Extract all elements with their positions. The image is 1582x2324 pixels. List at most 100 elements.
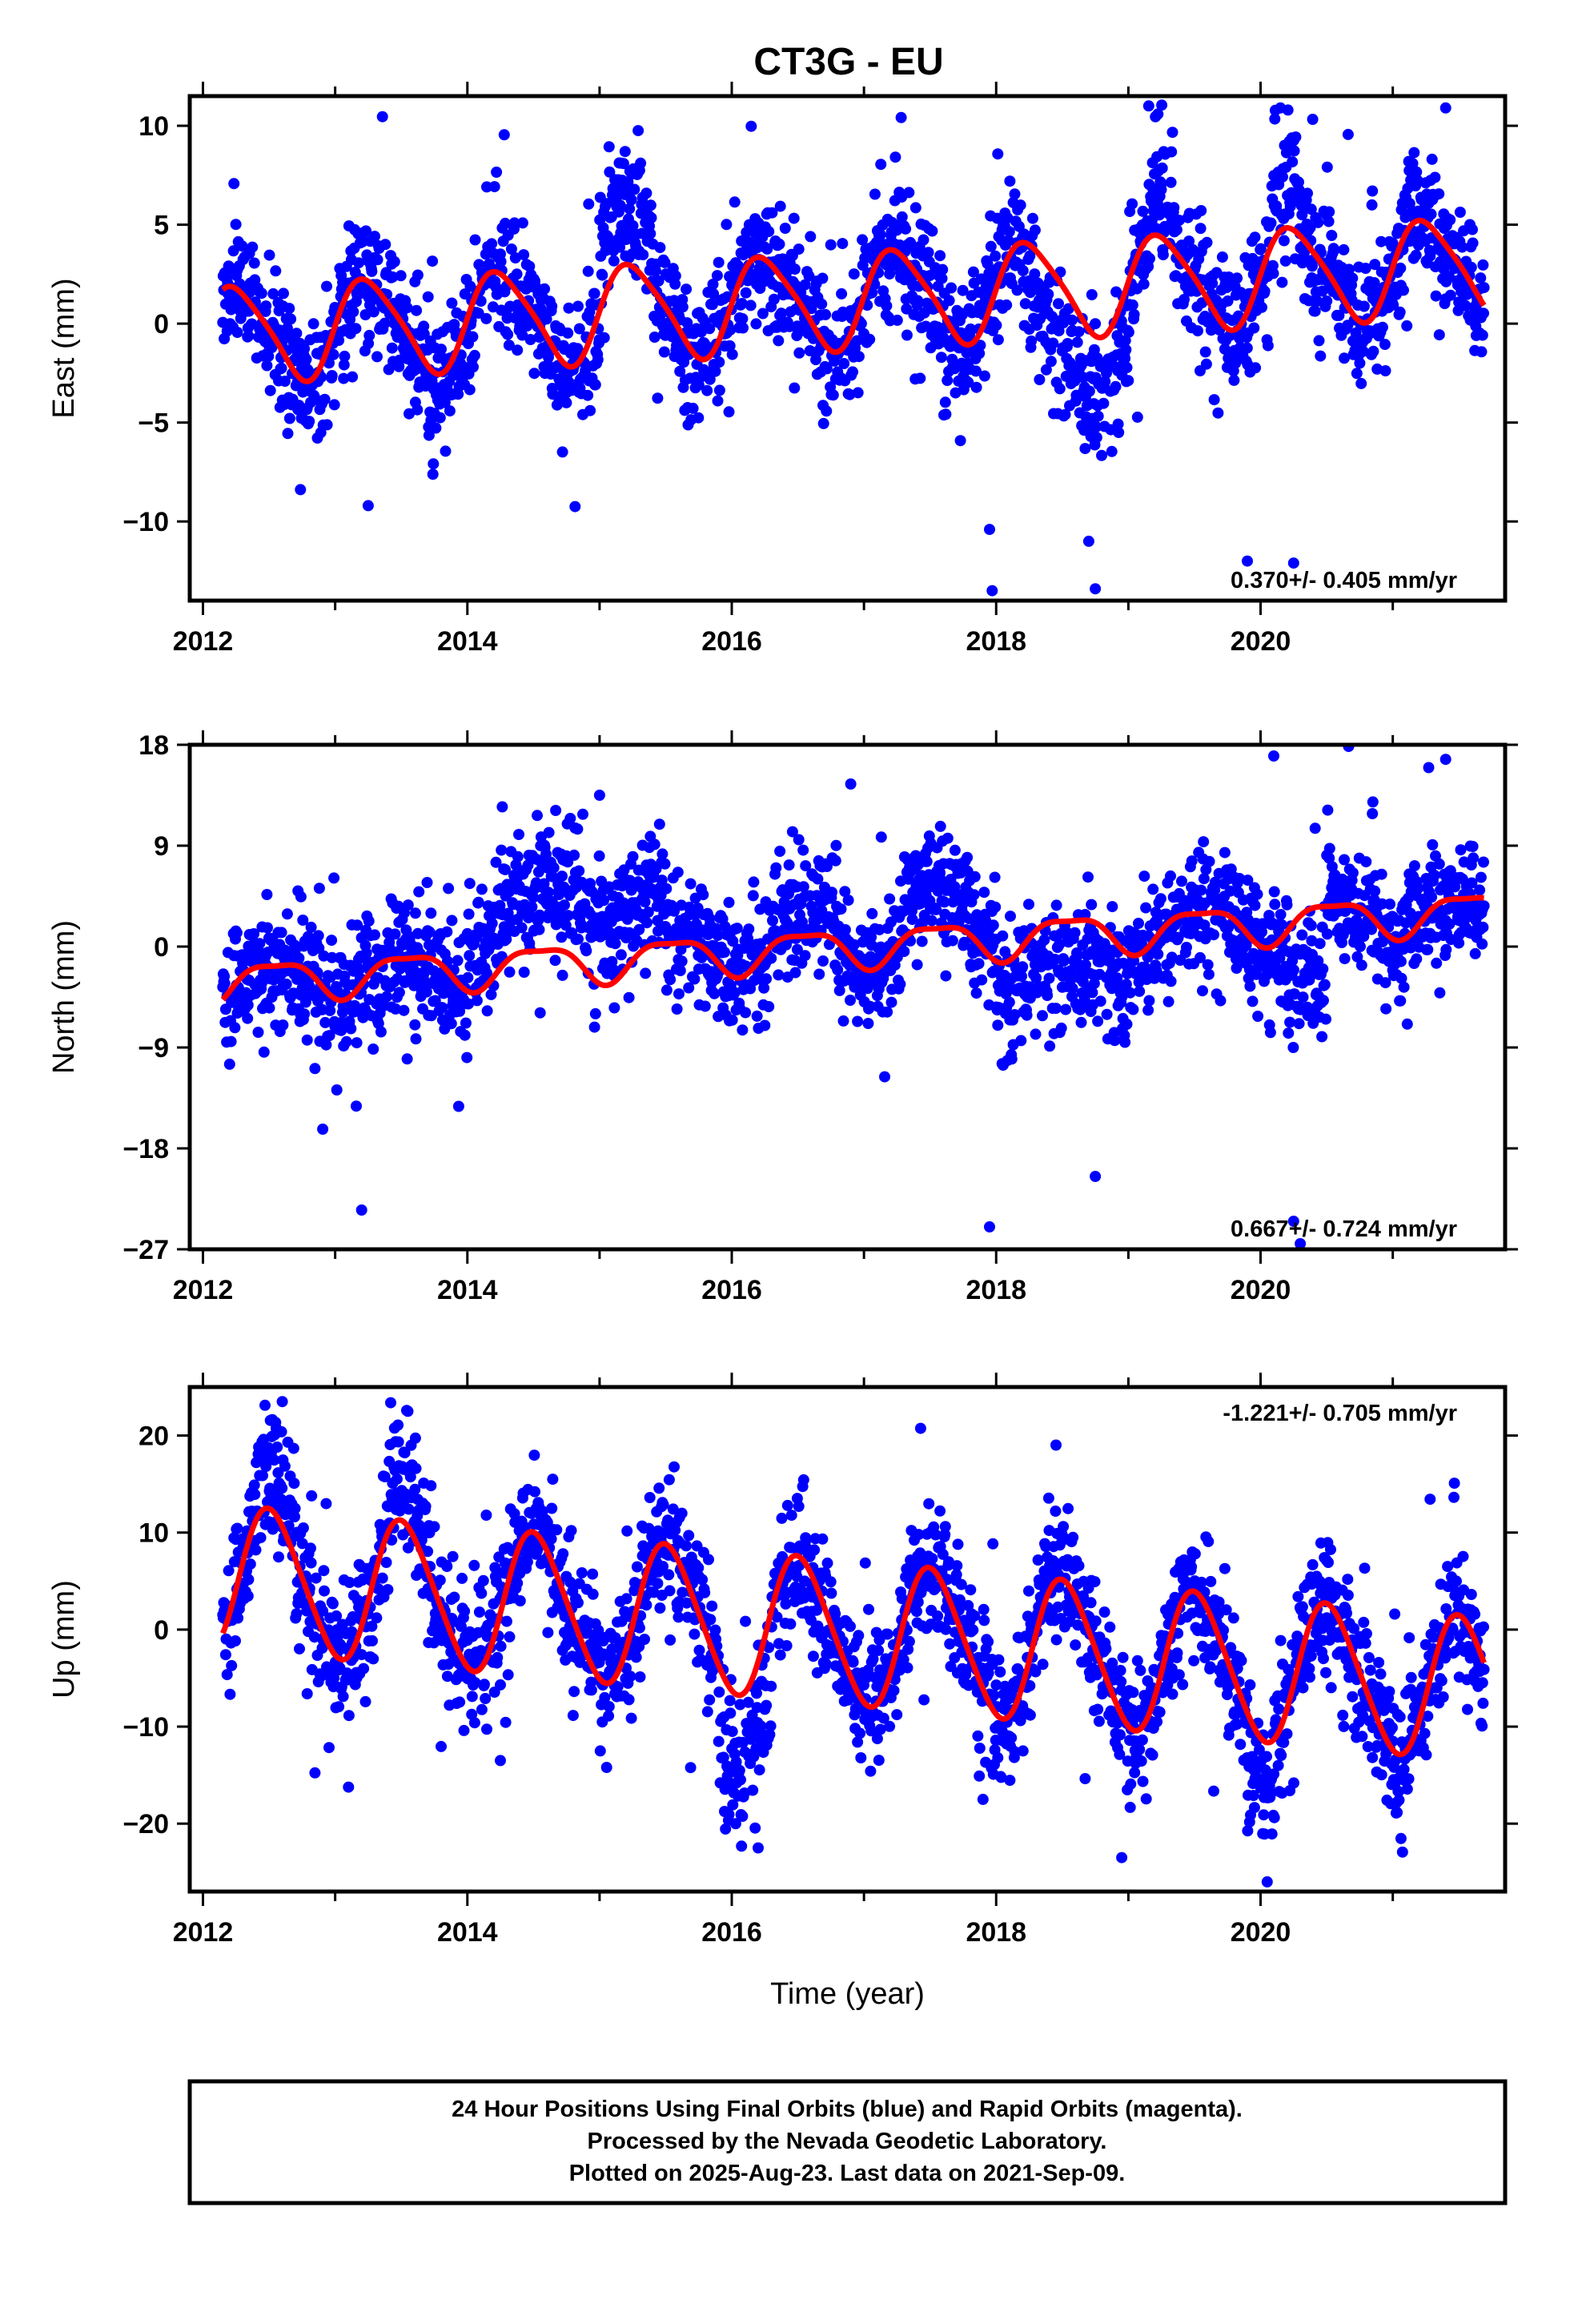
data-point — [1257, 919, 1269, 931]
data-point — [1276, 276, 1288, 288]
data-point — [1288, 145, 1300, 157]
data-point — [401, 1053, 413, 1065]
data-point — [516, 329, 528, 341]
data-point — [1468, 852, 1480, 864]
data-point — [1049, 954, 1061, 965]
data-point — [1314, 938, 1326, 950]
data-point — [627, 219, 639, 231]
data-point — [317, 1605, 329, 1617]
data-point — [976, 974, 988, 986]
data-point — [1198, 873, 1210, 885]
data-point — [969, 870, 981, 883]
data-point — [881, 1006, 893, 1018]
data-point — [773, 335, 785, 347]
data-point — [221, 1669, 233, 1681]
data-point — [1323, 206, 1335, 218]
data-point — [1456, 241, 1468, 253]
data-point — [467, 331, 479, 343]
data-point — [299, 343, 311, 355]
data-point — [1195, 223, 1207, 235]
data-point — [761, 973, 773, 985]
data-point — [345, 1023, 357, 1035]
data-point — [830, 839, 842, 851]
data-point — [1142, 100, 1154, 112]
data-point — [1082, 535, 1094, 547]
data-point — [297, 1522, 309, 1534]
data-point — [1066, 314, 1078, 326]
y-tick-label: −10 — [122, 507, 169, 537]
data-point — [582, 265, 594, 277]
data-point — [1249, 231, 1261, 243]
data-point — [1001, 299, 1013, 311]
data-point — [1109, 1035, 1121, 1047]
data-point — [837, 238, 849, 250]
data-point — [543, 826, 555, 838]
data-point — [439, 396, 451, 408]
data-point — [1021, 1009, 1033, 1021]
data-point — [446, 297, 458, 309]
data-point — [1173, 215, 1185, 227]
data-point — [967, 266, 979, 278]
data-point — [1387, 237, 1399, 249]
data-point — [339, 350, 351, 362]
data-point — [736, 298, 748, 309]
data-point — [1367, 345, 1379, 357]
data-point — [1425, 208, 1437, 220]
data-point — [262, 922, 273, 934]
data-point — [327, 1598, 339, 1610]
data-point — [331, 1084, 343, 1096]
data-point — [903, 187, 915, 199]
data-point — [309, 1063, 321, 1075]
data-point — [817, 272, 829, 284]
data-point — [511, 268, 523, 280]
data-point — [556, 870, 568, 883]
data-point — [534, 1007, 546, 1019]
data-point — [318, 1565, 330, 1577]
data-point — [912, 295, 924, 307]
data-point — [989, 871, 1001, 883]
data-point — [1216, 251, 1228, 263]
data-point — [301, 1034, 313, 1046]
data-point — [729, 987, 741, 999]
x-tick-label: 2020 — [1231, 626, 1291, 657]
data-point — [1011, 284, 1023, 296]
data-point — [598, 332, 610, 344]
data-point — [225, 304, 237, 316]
data-point — [305, 1557, 317, 1569]
data-point — [875, 159, 887, 171]
data-point — [1050, 899, 1062, 911]
data-point — [1082, 421, 1094, 433]
data-point — [1113, 427, 1125, 438]
data-point — [642, 907, 654, 918]
data-point — [232, 1612, 244, 1624]
data-point — [1215, 995, 1227, 1007]
data-point — [351, 1037, 363, 1049]
data-point — [708, 288, 720, 300]
data-point — [633, 923, 645, 935]
data-point — [1040, 364, 1052, 376]
data-point — [1444, 289, 1456, 301]
data-point — [1323, 842, 1335, 854]
data-point — [444, 405, 456, 417]
data-point — [1079, 443, 1091, 455]
data-point — [279, 376, 291, 387]
data-point — [324, 1004, 336, 1016]
data-point — [1058, 317, 1070, 329]
data-point — [263, 350, 275, 362]
data-point — [723, 406, 735, 418]
data-point — [1354, 357, 1366, 369]
data-point — [588, 1021, 600, 1033]
data-point — [480, 312, 492, 324]
data-point — [1202, 959, 1214, 971]
data-point — [464, 950, 476, 962]
data-point — [839, 886, 851, 898]
data-point — [1290, 131, 1302, 143]
data-point — [1431, 957, 1443, 969]
data-point — [252, 1027, 264, 1038]
data-point — [1248, 322, 1260, 334]
data-point — [737, 313, 749, 324]
data-point — [847, 366, 858, 378]
data-point — [1219, 846, 1231, 858]
data-point — [275, 1425, 287, 1437]
